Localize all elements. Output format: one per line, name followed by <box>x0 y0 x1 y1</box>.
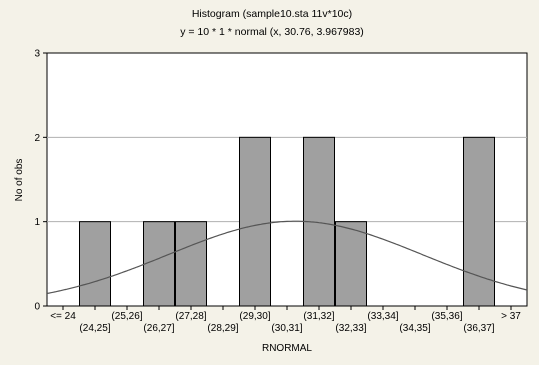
y-tick-label: 3 <box>34 49 40 60</box>
chart-subtitle: y = 10 * 1 * normal (x, 30.76, 3.967983) <box>180 26 364 38</box>
x-tick-label: (32,33] <box>335 323 366 334</box>
y-tick-label: 0 <box>34 302 40 313</box>
x-tick-label: (33,34] <box>367 311 398 322</box>
fit-curve <box>46 220 528 295</box>
x-tick-label: (25,26] <box>111 311 142 322</box>
x-tick-label: (31,32] <box>303 311 334 322</box>
x-tick-label: (34,35] <box>399 323 430 334</box>
x-tick-label: (30,31] <box>271 323 302 334</box>
x-axis-label: RNORMAL <box>262 343 312 354</box>
bars <box>79 136 495 307</box>
x-tick-label: (27,28] <box>175 311 206 322</box>
histogram-bar <box>463 136 495 307</box>
y-tick-label: 1 <box>34 217 40 228</box>
y-axis-label: No of obs <box>14 159 25 202</box>
x-tick-label: > 37 <box>501 311 521 322</box>
x-axis-ticks: <= 24(24,25](25,26](26,27](27,28](28,29]… <box>50 306 521 334</box>
x-tick-label: <= 24 <box>50 311 76 322</box>
histogram-bar <box>143 221 175 307</box>
y-axis-ticks: 0 1 2 3 <box>34 49 47 313</box>
x-tick-label: (24,25] <box>79 323 110 334</box>
histogram-bar <box>239 136 271 307</box>
histogram-bar <box>175 221 207 307</box>
x-tick-label: (29,30] <box>239 311 270 322</box>
histogram-bar <box>335 221 367 307</box>
x-tick-label: (28,29] <box>207 323 238 334</box>
chart-title: Histogram (sample10.sta 11v*10c) <box>192 8 352 20</box>
x-tick-label: (26,27] <box>143 323 174 334</box>
y-tick-label: 2 <box>34 133 40 144</box>
histogram-bar <box>79 221 111 307</box>
normal-fit-curve <box>46 220 528 295</box>
x-tick-label: (36,37] <box>463 323 494 334</box>
x-tick-label: (35,36] <box>431 311 462 322</box>
plot-area <box>46 52 528 307</box>
